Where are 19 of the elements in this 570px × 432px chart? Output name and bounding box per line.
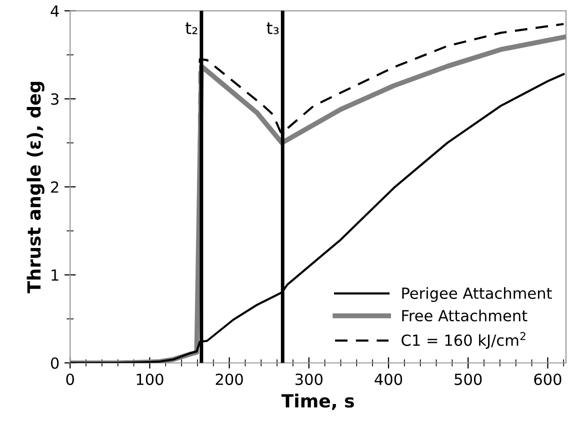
y-tick-label: 1 (52, 270, 58, 281)
x-tick-label: 200 (216, 374, 243, 386)
x-tick-label: 100 (136, 374, 164, 386)
x-tick-label: 400 (374, 374, 402, 386)
y-axis-title: Thrust angle (ε), deg (26, 82, 44, 294)
y-tick-label: 0 (50, 357, 59, 369)
x-axis-title: Time, s (281, 394, 354, 410)
legend-label: Perigee Attachment (402, 287, 552, 302)
y-tick-label: 4 (50, 5, 59, 17)
x-tick-label: 300 (295, 374, 322, 386)
x-tick-label: 500 (454, 374, 482, 386)
y-tick-label: 3 (51, 93, 58, 105)
y-tick-label: 2 (51, 181, 58, 193)
legend-label: Free Attachment (402, 310, 528, 322)
x-tick-label: 0 (66, 374, 74, 386)
x-tick-label: 600 (534, 374, 562, 386)
ref-line-label: t₂ (185, 22, 198, 34)
legend-label: C1 = 160 kJ/cm$^{2}$ (402, 332, 526, 349)
ref-line-label: t₃ (266, 22, 279, 34)
